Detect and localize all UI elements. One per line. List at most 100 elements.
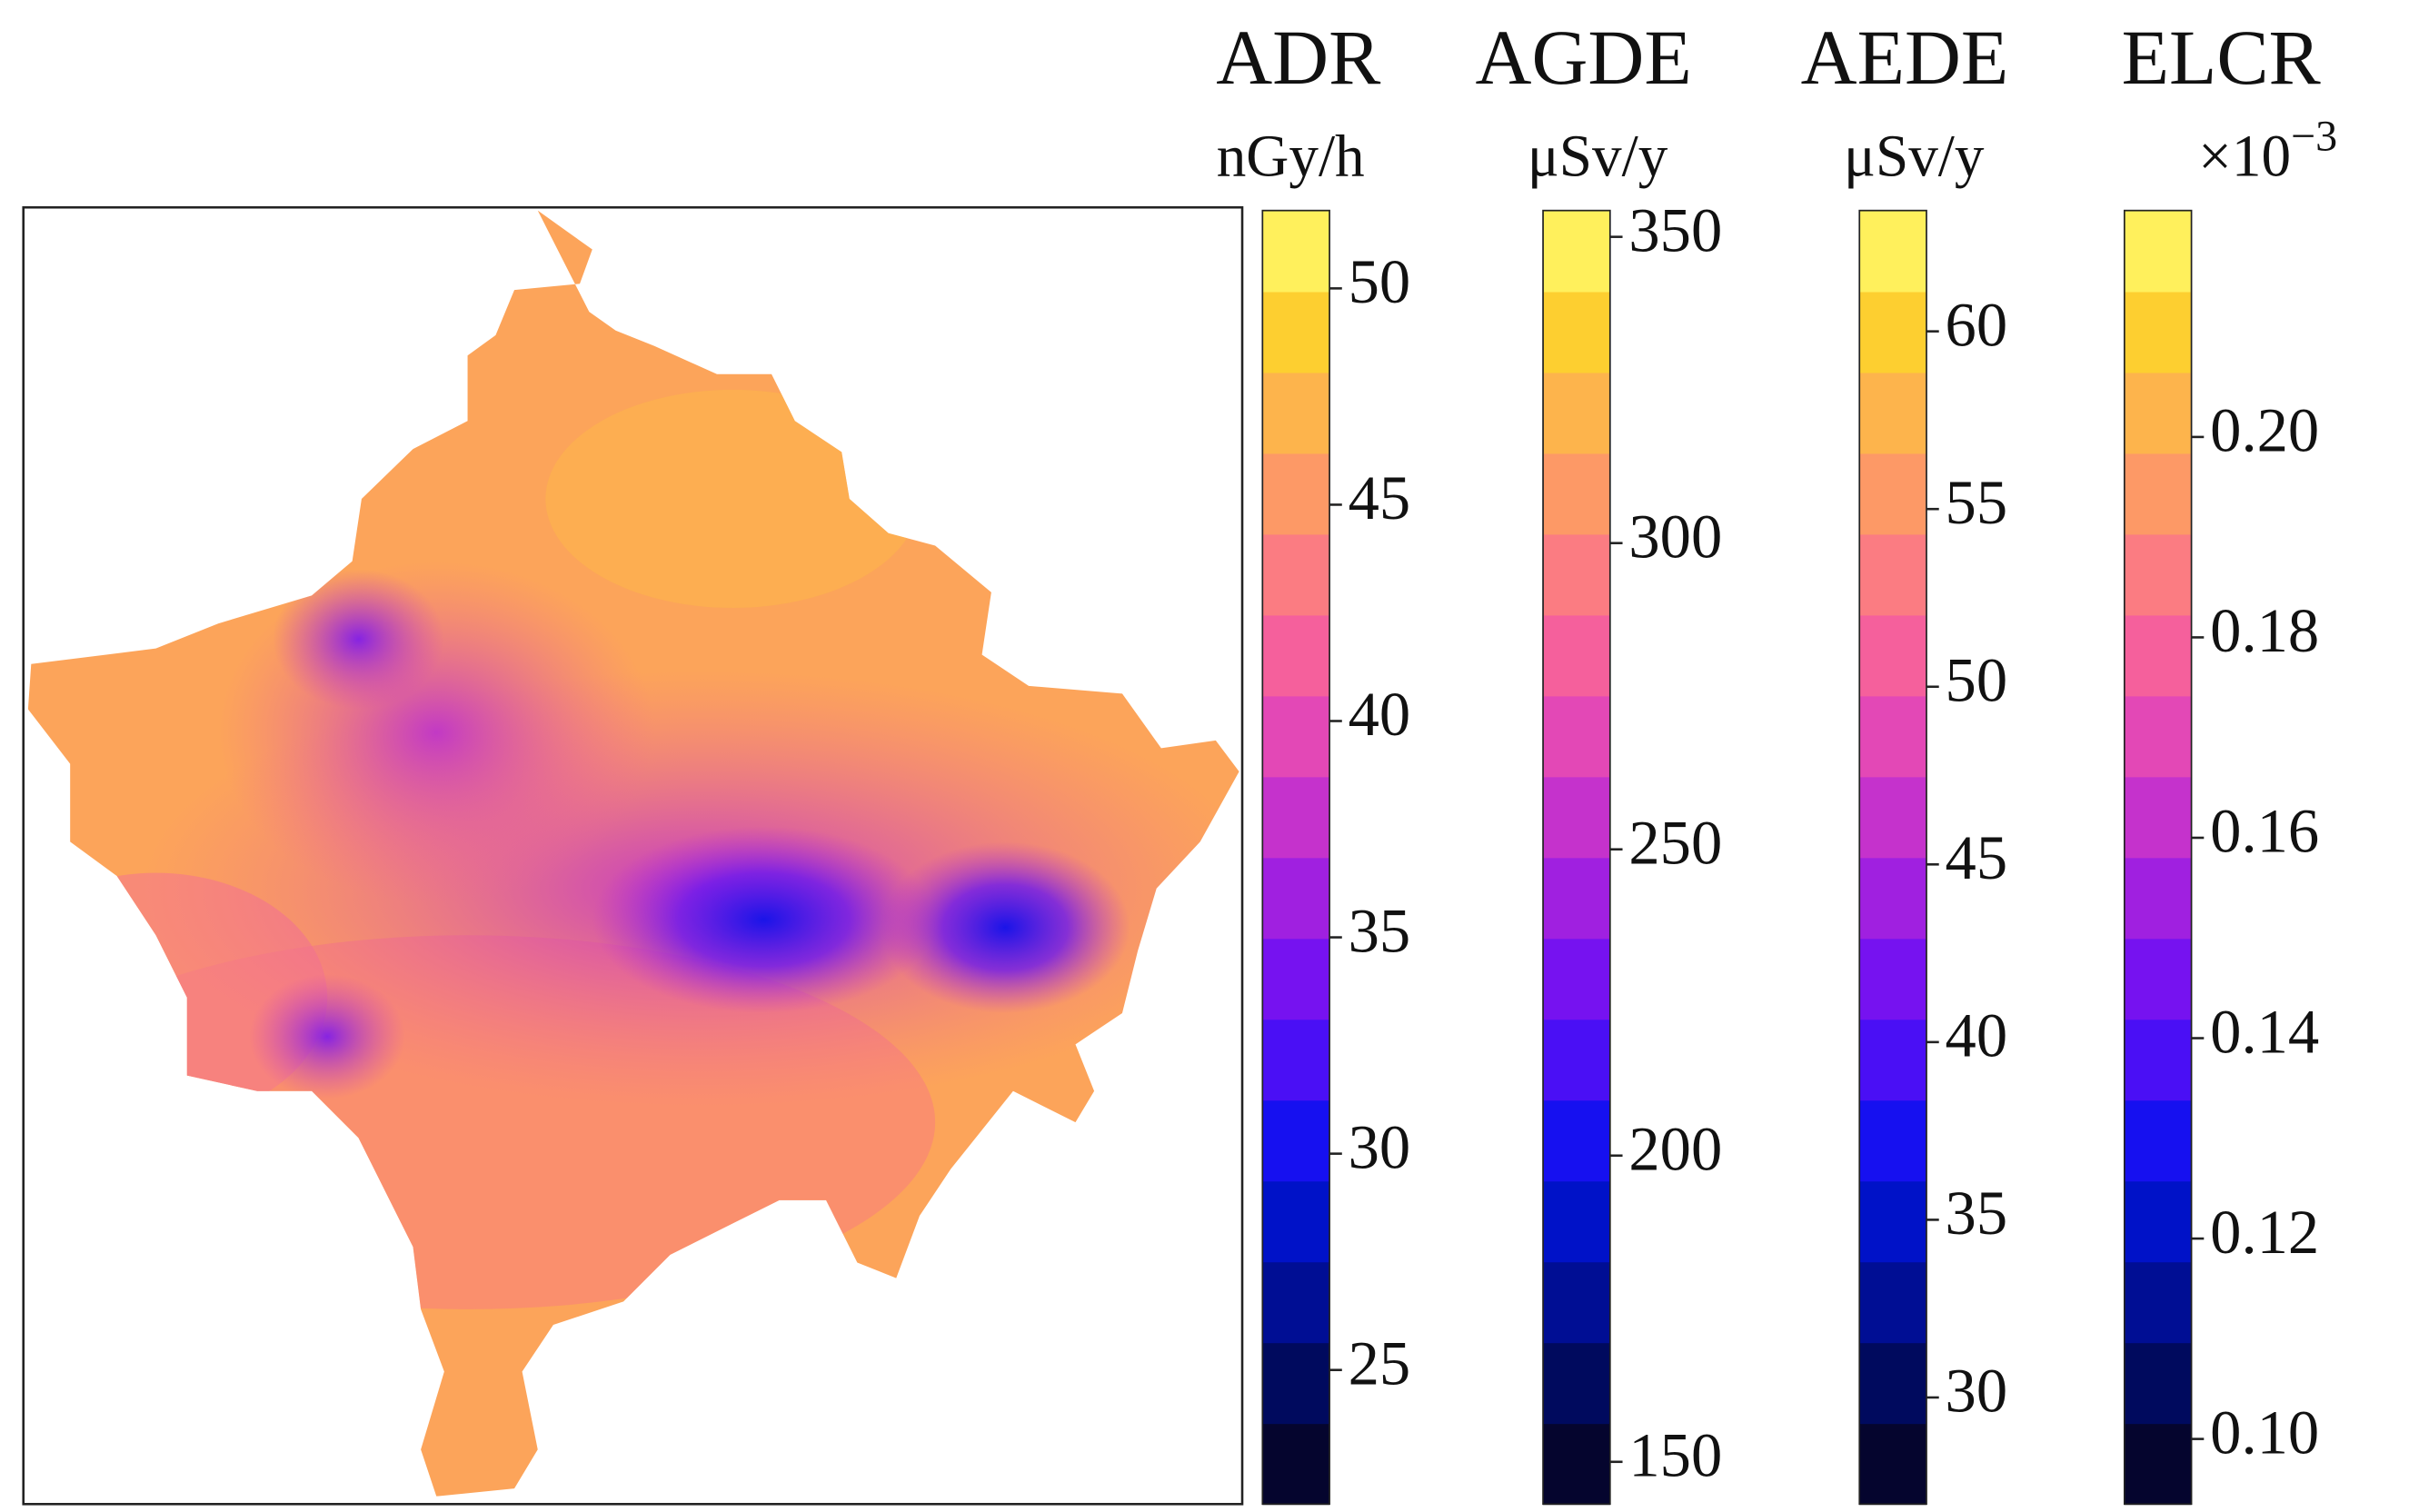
tick-label: 0.20 bbox=[2210, 396, 2319, 465]
colorbar-title: AEDE bbox=[1801, 15, 2009, 101]
color-band bbox=[2124, 614, 2192, 697]
unit-text: μSv/y bbox=[1844, 124, 1985, 189]
colorbar-unit: μSv/y bbox=[1844, 124, 1985, 189]
color-band bbox=[1859, 533, 1926, 616]
color-band bbox=[1543, 857, 1610, 940]
color-band bbox=[2124, 372, 2192, 454]
colorbar-frame bbox=[2123, 209, 2193, 1506]
tick-label: 0.10 bbox=[2210, 1398, 2319, 1467]
color-band bbox=[1262, 857, 1330, 940]
color-band bbox=[1262, 1180, 1330, 1263]
tick-label: 350 bbox=[1628, 195, 1722, 264]
color-band bbox=[1859, 372, 1926, 454]
color-band bbox=[1262, 291, 1330, 373]
tick-label: 50 bbox=[1349, 247, 1411, 316]
tick-label: 55 bbox=[1946, 468, 2008, 537]
color-band bbox=[1859, 1342, 1926, 1425]
color-band bbox=[1262, 695, 1330, 778]
color-band bbox=[1543, 372, 1610, 454]
colorbar-title: ADR bbox=[1216, 15, 1381, 101]
tick-label: 30 bbox=[1946, 1357, 2008, 1426]
tick-label: 40 bbox=[1349, 680, 1411, 749]
tick-label: 45 bbox=[1946, 823, 2008, 892]
color-band bbox=[1543, 1019, 1610, 1101]
color-band bbox=[2124, 1019, 2192, 1101]
color-band bbox=[2124, 533, 2192, 616]
color-band bbox=[2124, 1423, 2192, 1506]
color-band bbox=[1543, 210, 1610, 293]
color-band bbox=[1859, 857, 1926, 940]
color-band bbox=[1262, 1261, 1330, 1344]
color-band bbox=[1262, 210, 1330, 293]
tick-label: 35 bbox=[1946, 1179, 2008, 1248]
tick-label: 35 bbox=[1349, 896, 1411, 965]
color-band bbox=[1262, 372, 1330, 454]
color-band bbox=[1859, 695, 1926, 778]
color-band bbox=[1543, 291, 1610, 373]
colorbar-unit: ×10−3 bbox=[2198, 113, 2337, 190]
color-band bbox=[2124, 695, 2192, 778]
color-band bbox=[1543, 1342, 1610, 1425]
color-band bbox=[1543, 1423, 1610, 1506]
tick-label: 0.12 bbox=[2210, 1198, 2319, 1267]
colorbar-unit: μSv/y bbox=[1528, 124, 1668, 189]
color-band bbox=[2124, 210, 2192, 293]
color-band bbox=[1859, 776, 1926, 859]
color-band bbox=[1262, 776, 1330, 859]
tick-label: 150 bbox=[1628, 1421, 1722, 1490]
tick-label: 0.16 bbox=[2210, 797, 2319, 866]
tick-label: 0.18 bbox=[2210, 596, 2319, 665]
tick-label: 60 bbox=[1946, 290, 2008, 359]
unit-exponent: −3 bbox=[2291, 113, 2337, 161]
colorbar-unit: nGy/h bbox=[1217, 124, 1365, 189]
color-band bbox=[1859, 614, 1926, 697]
color-band bbox=[1859, 291, 1926, 373]
tick-label: 45 bbox=[1349, 463, 1411, 532]
color-band bbox=[1543, 695, 1610, 778]
color-band bbox=[2124, 1099, 2192, 1182]
color-band bbox=[1543, 533, 1610, 616]
color-band bbox=[2124, 1261, 2192, 1344]
tick-label: 50 bbox=[1946, 646, 2008, 715]
colorbar-frame bbox=[1542, 209, 1611, 1506]
colorbar-title: AGDE bbox=[1476, 15, 1692, 101]
colorbar-frame bbox=[1858, 209, 1927, 1506]
color-band bbox=[1859, 938, 1926, 1020]
color-band bbox=[2124, 453, 2192, 535]
color-band bbox=[1543, 1099, 1610, 1182]
color-band bbox=[2124, 857, 2192, 940]
color-band bbox=[1859, 1261, 1926, 1344]
unit-text: ×10 bbox=[2198, 124, 2291, 189]
colorbar-frame bbox=[1261, 209, 1330, 1506]
color-band bbox=[2124, 291, 2192, 373]
color-band bbox=[1262, 453, 1330, 535]
color-band bbox=[1262, 1019, 1330, 1101]
color-band bbox=[2124, 1180, 2192, 1263]
colorbar-title: ELCR bbox=[2122, 15, 2322, 101]
color-band bbox=[1543, 938, 1610, 1020]
color-band bbox=[1859, 1019, 1926, 1101]
color-band bbox=[1859, 1423, 1926, 1506]
color-band bbox=[1543, 614, 1610, 697]
color-band bbox=[1262, 614, 1330, 697]
color-band bbox=[1859, 1099, 1926, 1182]
color-band bbox=[1543, 1261, 1610, 1344]
tick-label: 40 bbox=[1946, 1001, 2008, 1070]
color-band bbox=[1262, 938, 1330, 1020]
tick-label: 25 bbox=[1349, 1328, 1411, 1398]
color-band bbox=[1859, 453, 1926, 535]
color-band bbox=[1859, 210, 1926, 293]
color-band bbox=[1262, 533, 1330, 616]
color-band bbox=[2124, 1342, 2192, 1425]
color-band bbox=[1543, 776, 1610, 859]
color-band bbox=[1262, 1099, 1330, 1182]
tick-label: 200 bbox=[1628, 1115, 1722, 1184]
color-band bbox=[1262, 1342, 1330, 1425]
color-band bbox=[1543, 453, 1610, 535]
tick-label: 30 bbox=[1349, 1112, 1411, 1181]
color-band bbox=[2124, 776, 2192, 859]
color-band bbox=[1543, 1180, 1610, 1263]
color-band bbox=[1262, 1423, 1330, 1506]
